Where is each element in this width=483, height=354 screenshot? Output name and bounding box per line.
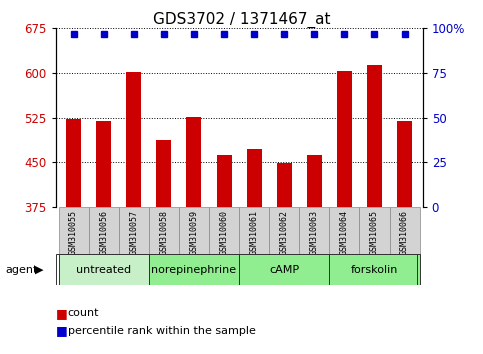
Bar xyxy=(277,163,292,207)
Bar xyxy=(58,207,89,255)
Text: count: count xyxy=(68,308,99,318)
Text: GDS3702 / 1371467_at: GDS3702 / 1371467_at xyxy=(153,11,330,28)
Bar xyxy=(329,207,359,255)
Text: ▶: ▶ xyxy=(35,265,43,275)
Text: norepinephrine: norepinephrine xyxy=(151,264,237,275)
Bar xyxy=(216,155,231,207)
Bar xyxy=(239,207,269,255)
Text: GSM310057: GSM310057 xyxy=(129,210,138,255)
Bar xyxy=(119,207,149,255)
Text: ■: ■ xyxy=(56,307,67,320)
Bar xyxy=(397,121,412,207)
Bar xyxy=(299,207,329,255)
Text: ■: ■ xyxy=(56,325,67,337)
Bar xyxy=(329,254,420,285)
Bar xyxy=(156,140,171,207)
Text: GSM310063: GSM310063 xyxy=(310,210,319,255)
Bar xyxy=(307,155,322,207)
Bar xyxy=(96,121,111,207)
Text: agent: agent xyxy=(6,265,38,275)
Text: GSM310062: GSM310062 xyxy=(280,210,289,255)
Text: GSM310061: GSM310061 xyxy=(250,210,258,255)
Bar xyxy=(149,207,179,255)
Text: GSM310060: GSM310060 xyxy=(220,210,228,255)
Bar xyxy=(186,117,201,207)
Bar xyxy=(367,65,382,207)
Text: GSM310059: GSM310059 xyxy=(189,210,199,255)
Bar xyxy=(89,207,119,255)
Text: GSM310056: GSM310056 xyxy=(99,210,108,255)
Bar xyxy=(239,254,329,285)
Bar xyxy=(359,207,389,255)
Text: GSM310064: GSM310064 xyxy=(340,210,349,255)
Text: untreated: untreated xyxy=(76,264,131,275)
Text: GSM310055: GSM310055 xyxy=(69,210,78,255)
Text: cAMP: cAMP xyxy=(269,264,299,275)
Text: GSM310065: GSM310065 xyxy=(370,210,379,255)
Bar xyxy=(126,73,142,207)
Bar xyxy=(58,254,149,285)
Bar xyxy=(149,254,239,285)
Bar xyxy=(179,207,209,255)
Bar xyxy=(209,207,239,255)
Text: percentile rank within the sample: percentile rank within the sample xyxy=(68,326,256,336)
Bar xyxy=(389,207,420,255)
Text: GSM310058: GSM310058 xyxy=(159,210,169,255)
Bar xyxy=(247,149,262,207)
Bar xyxy=(66,120,81,207)
Bar xyxy=(269,207,299,255)
Text: forskolin: forskolin xyxy=(351,264,398,275)
Bar xyxy=(337,71,352,207)
Text: GSM310066: GSM310066 xyxy=(400,210,409,255)
